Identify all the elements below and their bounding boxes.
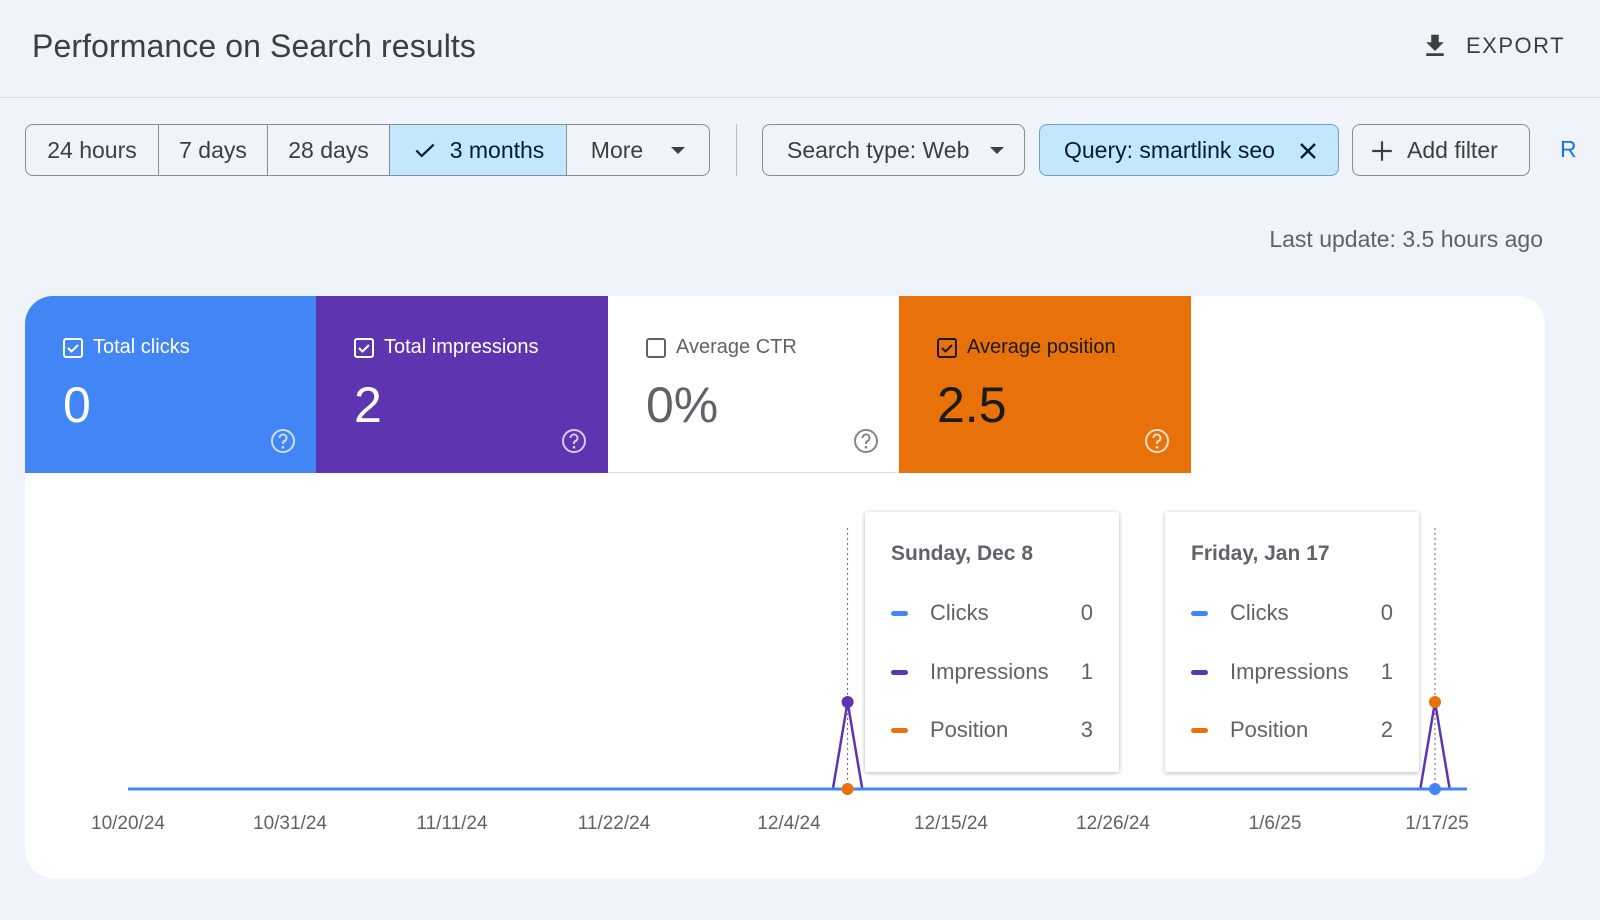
- search-type-dropdown[interactable]: Search type: Web: [762, 124, 1025, 176]
- metric-label: Total clicks: [93, 336, 190, 358]
- page-header: Performance on Search results EXPORT: [0, 0, 1600, 98]
- metric-average-position[interactable]: Average position 2.5: [899, 296, 1191, 473]
- range-3-months[interactable]: 3 months: [390, 125, 567, 175]
- metric-value: 2: [354, 377, 382, 433]
- legend-swatch: [891, 727, 908, 733]
- data-point-position: [1429, 696, 1441, 708]
- help-icon[interactable]: [853, 428, 879, 454]
- metric-label: Average position: [967, 336, 1116, 358]
- legend-swatch: [1191, 669, 1208, 675]
- x-axis-tick-label: 1/17/25: [1405, 813, 1468, 834]
- tooltip-label: Impressions: [930, 659, 1049, 684]
- range-more-dropdown[interactable]: More: [567, 125, 709, 175]
- tooltip-row-position: Position 3: [891, 715, 1093, 745]
- close-icon[interactable]: [1296, 139, 1320, 163]
- tooltip-label: Impressions: [1230, 659, 1349, 684]
- metric-label: Total impressions: [384, 336, 539, 358]
- x-axis-tick-label: 12/26/24: [1076, 813, 1150, 834]
- tooltip-row-impressions: Impressions 1: [1191, 657, 1393, 687]
- x-axis-tick-label: 10/20/24: [91, 813, 165, 834]
- filter-divider: [736, 124, 737, 176]
- x-axis-tick-label: 12/15/24: [914, 813, 988, 834]
- search-type-label: Search type: Web: [787, 136, 970, 163]
- tooltip-label: Clicks: [930, 600, 989, 625]
- tooltip-date: Sunday, Dec 8: [891, 542, 1033, 565]
- tooltip-row-clicks: Clicks 0: [1191, 598, 1393, 628]
- chart-tooltip: Sunday, Dec 8 Clicks 0 Impressions 1 Pos…: [865, 512, 1119, 772]
- reset-filters-link[interactable]: R: [1560, 136, 1577, 162]
- tooltip-value: 1: [1380, 659, 1393, 684]
- metric-total-impressions[interactable]: Total impressions 2: [316, 296, 608, 473]
- x-axis-tick-label: 10/31/24: [253, 813, 327, 834]
- range-28-days[interactable]: 28 days: [268, 125, 390, 175]
- check-icon: [415, 143, 435, 158]
- help-icon[interactable]: [561, 428, 587, 454]
- tooltip-value: 0: [1080, 600, 1093, 625]
- range-label: 28 days: [288, 136, 369, 163]
- query-filter-chip[interactable]: Query: smartlink seo: [1039, 124, 1339, 176]
- help-icon[interactable]: [270, 428, 296, 454]
- data-point-impressions: [841, 696, 854, 708]
- caret-down-icon: [990, 147, 1004, 154]
- filter-bar: 24 hours 7 days 28 days 3 months More Se…: [0, 124, 1600, 178]
- metric-average-ctr[interactable]: Average CTR 0%: [608, 296, 900, 473]
- data-point-position: [841, 783, 854, 795]
- tooltip-row-position: Position 2: [1191, 715, 1393, 745]
- tooltip-label: Position: [1230, 717, 1309, 742]
- tooltip-value: 2: [1380, 717, 1393, 742]
- tooltip-label: Clicks: [1230, 600, 1289, 625]
- metric-label: Average CTR: [676, 336, 797, 358]
- export-button[interactable]: EXPORT: [1420, 26, 1565, 66]
- checkbox-unchecked-icon[interactable]: [646, 337, 666, 358]
- export-label: EXPORT: [1466, 33, 1566, 58]
- date-range-selector: 24 hours 7 days 28 days 3 months More: [25, 124, 710, 176]
- range-24-hours[interactable]: 24 hours: [26, 125, 159, 175]
- metric-value: 0%: [646, 377, 719, 433]
- page-title: Performance on Search results: [32, 28, 476, 64]
- last-update-text: Last update: 3.5 hours ago: [1269, 226, 1543, 252]
- query-filter-label: Query: smartlink seo: [1064, 136, 1275, 163]
- tooltip-label: Position: [930, 717, 1009, 742]
- chart-tooltip: Friday, Jan 17 Clicks 0 Impressions 1 Po…: [1165, 512, 1419, 772]
- x-axis-tick-label: 11/22/24: [578, 813, 651, 834]
- checkbox-checked-icon[interactable]: [63, 337, 83, 358]
- x-axis-tick-label: 11/11/24: [416, 813, 488, 834]
- range-label: 24 hours: [47, 136, 137, 163]
- download-icon: [1426, 34, 1444, 56]
- checkbox-checked-icon[interactable]: [354, 337, 374, 358]
- x-axis-tick-label: 12/4/24: [757, 813, 821, 834]
- metric-value: 0: [63, 377, 91, 433]
- tooltip-value: 1: [1080, 659, 1093, 684]
- caret-down-icon: [671, 146, 686, 154]
- data-point-clicks: [1429, 783, 1441, 795]
- tooltip-value: 0: [1380, 600, 1393, 625]
- legend-swatch: [891, 610, 908, 616]
- x-axis-tick-label: 1/6/25: [1249, 813, 1302, 834]
- range-7-days[interactable]: 7 days: [159, 125, 268, 175]
- legend-swatch: [1191, 727, 1208, 733]
- tooltip-row-clicks: Clicks 0: [891, 598, 1093, 628]
- plus-icon: [1372, 141, 1392, 161]
- tooltip-value: 3: [1080, 717, 1093, 742]
- metric-total-clicks[interactable]: Total clicks 0: [25, 296, 317, 473]
- performance-line-chart[interactable]: 10/20/24 10/31/24 11/11/24 11/22/24 12/4/24 1…: [25, 296, 1545, 878]
- metric-value: 2.5: [937, 377, 1007, 433]
- performance-chart-card: Total clicks 0 Total impressions 2 Avera…: [25, 296, 1545, 878]
- legend-swatch: [891, 669, 908, 675]
- tooltip-row-impressions: Impressions 1: [891, 657, 1093, 687]
- range-label: 3 months: [449, 136, 545, 163]
- checkbox-checked-icon[interactable]: [937, 337, 957, 358]
- tooltip-date: Friday, Jan 17: [1191, 542, 1330, 565]
- help-icon[interactable]: [1144, 428, 1170, 454]
- legend-swatch: [1191, 610, 1208, 616]
- add-filter-label: Add filter: [1407, 136, 1498, 163]
- add-filter-button[interactable]: Add filter: [1352, 124, 1530, 176]
- range-label: More: [590, 136, 644, 163]
- range-label: 7 days: [179, 136, 247, 163]
